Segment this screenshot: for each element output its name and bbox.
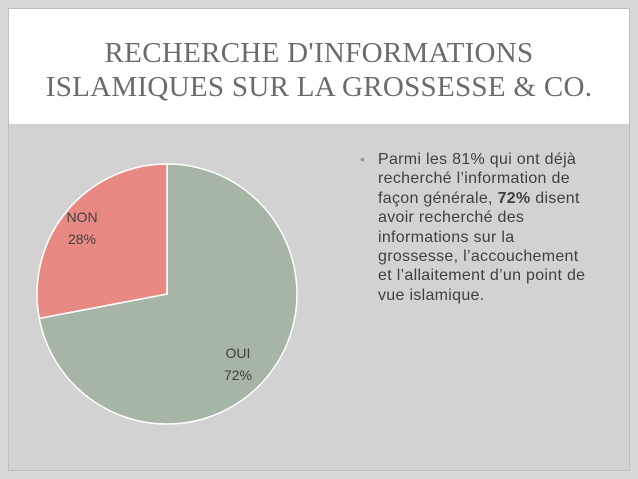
bullet-text-before: Parmi les 81% qui ont déjà recherché l’i… xyxy=(378,151,577,207)
bullet-text: Parmi les 81% qui ont déjà recherché l’i… xyxy=(378,150,590,305)
pie-slice-non xyxy=(36,163,168,320)
bullet-emphasis: 72% xyxy=(497,189,531,207)
pie-value-non: 28% xyxy=(68,231,96,247)
title-band: RECHERCHE D'INFORMATIONS ISLAMIQUES SUR … xyxy=(9,9,629,124)
bullet-item: • Parmi les 81% qui ont déjà recherché l… xyxy=(360,150,590,305)
pie-label-non: NON xyxy=(66,209,97,225)
slide-title: RECHERCHE D'INFORMATIONS ISLAMIQUES SUR … xyxy=(45,37,593,103)
pie-label-oui: OUI xyxy=(226,345,251,361)
bullet-marker: • xyxy=(360,151,366,167)
pie-slice-oui xyxy=(38,163,298,425)
pie-value-oui: 72% xyxy=(224,367,252,383)
bullet-list: • Parmi les 81% qui ont déjà recherché l… xyxy=(360,150,590,305)
bullet-text-after: disent avoir recherché des informations … xyxy=(378,189,586,304)
